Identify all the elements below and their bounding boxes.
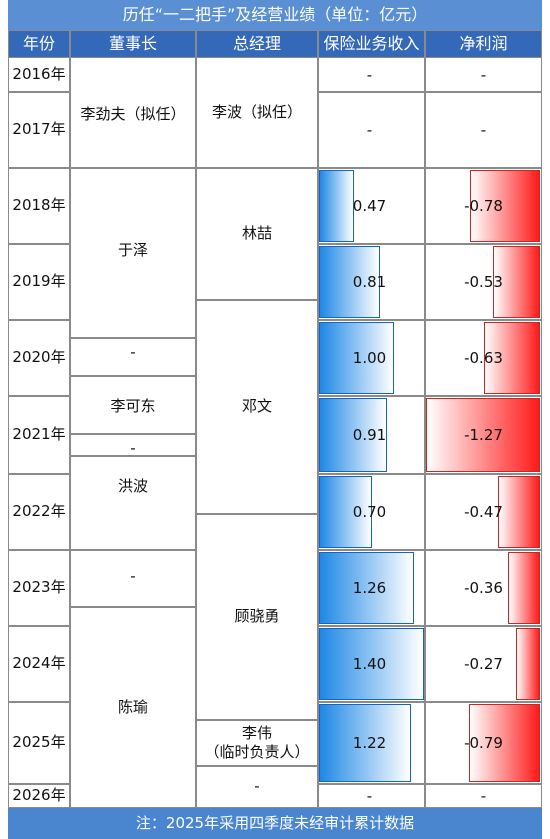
revenue-value: 1.40 <box>352 655 387 673</box>
revenue-cell <box>318 626 425 702</box>
year-cell: 2016年 <box>8 57 70 92</box>
chairman-cell: 李可东 <box>70 376 196 434</box>
note: 注：2025年采用四季度未经审计累计数据 <box>8 808 542 839</box>
year-cell: 2020年 <box>8 320 70 396</box>
profit-bar <box>470 170 540 242</box>
revenue-value: - <box>366 121 373 139</box>
revenue-cell <box>318 396 425 474</box>
manager-cell: 顾骁勇 <box>196 514 318 720</box>
profit-value: - <box>480 787 487 805</box>
column-header: 年份 <box>8 30 70 58</box>
profit-cell <box>425 244 542 320</box>
profit-bar <box>469 704 540 782</box>
profit-bar <box>515 628 540 700</box>
profit-cell <box>425 474 542 550</box>
revenue-value: 0.81 <box>352 273 387 291</box>
revenue-bar <box>319 704 411 782</box>
profit-cell <box>425 396 542 474</box>
revenue-cell <box>318 168 425 244</box>
profit-cell <box>425 702 542 784</box>
year-cell: 2025年 <box>8 702 70 784</box>
profit-bar <box>507 552 540 624</box>
profit-value: -1.27 <box>464 426 503 444</box>
profit-cell <box>425 626 542 702</box>
profit-value: -0.53 <box>464 273 503 291</box>
revenue-value: 1.22 <box>352 734 387 752</box>
profit-cell <box>425 168 542 244</box>
revenue-value: 0.91 <box>352 426 387 444</box>
profit-value: -0.78 <box>464 197 503 215</box>
column-header: 总经理 <box>196 30 318 58</box>
revenue-cell <box>318 244 425 320</box>
manager-cell: 李波（拟任） <box>196 57 318 168</box>
profit-value: -0.36 <box>464 579 503 597</box>
profit-cell <box>425 550 542 626</box>
profit-value: -0.27 <box>464 655 503 673</box>
revenue-value: - <box>366 65 373 84</box>
revenue-value: 1.00 <box>352 349 387 367</box>
manager-cell: 邓文 <box>196 300 318 514</box>
chairman-cell: 李劲夫（拟任） <box>70 57 196 168</box>
revenue-cell <box>318 702 425 784</box>
revenue-bar <box>319 476 372 548</box>
year-cell: 2026年 <box>8 784 70 808</box>
profit-cell <box>425 320 542 396</box>
profit-bar <box>492 246 540 318</box>
year-cell: 2022年 <box>8 474 70 550</box>
profit-value: - <box>480 121 487 139</box>
profit-cell <box>425 92 542 168</box>
chairman-cell: 陈瑜 <box>70 607 196 808</box>
year-cell: 2023年 <box>8 550 70 626</box>
revenue-value: 0.47 <box>352 197 387 215</box>
year-cell: 2017年 <box>8 92 70 168</box>
column-header: 保险业务收入 <box>318 30 425 58</box>
profit-bar <box>483 322 540 394</box>
chairman-cell: 洪波 <box>70 456 196 550</box>
revenue-value: 1.26 <box>352 579 387 597</box>
revenue-bar <box>319 398 388 472</box>
chairman-cell: - <box>70 550 196 607</box>
revenue-bar <box>319 628 424 700</box>
revenue-cell <box>318 92 425 168</box>
profit-value: - <box>480 65 487 84</box>
manager-cell: 李伟 （临时负责人） <box>196 720 318 766</box>
revenue-bar <box>319 552 414 624</box>
revenue-cell <box>318 550 425 626</box>
profit-value: -0.47 <box>464 503 503 521</box>
year-cell: 2019年 <box>8 244 70 320</box>
revenue-value: - <box>366 787 373 805</box>
revenue-bar <box>319 246 380 318</box>
revenue-value: 0.70 <box>352 503 387 521</box>
profit-value: -0.79 <box>464 734 503 752</box>
year-cell: 2021年 <box>8 396 70 474</box>
manager-cell: - <box>196 766 318 808</box>
profit-bar <box>497 476 540 548</box>
chairman-cell: - <box>70 338 196 376</box>
chairman-cell: - <box>70 434 196 457</box>
column-header: 净利润 <box>425 30 542 58</box>
revenue-cell <box>318 784 425 808</box>
revenue-cell <box>318 320 425 396</box>
profit-bar <box>426 398 540 472</box>
year-cell: 2024年 <box>8 626 70 702</box>
revenue-bar <box>319 170 355 242</box>
revenue-cell <box>318 474 425 550</box>
title: 历任“一二把手”及经营业绩（单位：亿元） <box>8 0 542 31</box>
revenue-bar <box>319 322 394 394</box>
manager-cell: 林喆 <box>196 168 318 300</box>
profit-cell <box>425 784 542 808</box>
chairman-cell: 于泽 <box>70 168 196 338</box>
year-cell: 2018年 <box>8 168 70 244</box>
profit-cell <box>425 57 542 92</box>
revenue-cell <box>318 57 425 92</box>
profit-value: -0.63 <box>464 349 503 367</box>
column-header: 董事长 <box>70 30 196 58</box>
